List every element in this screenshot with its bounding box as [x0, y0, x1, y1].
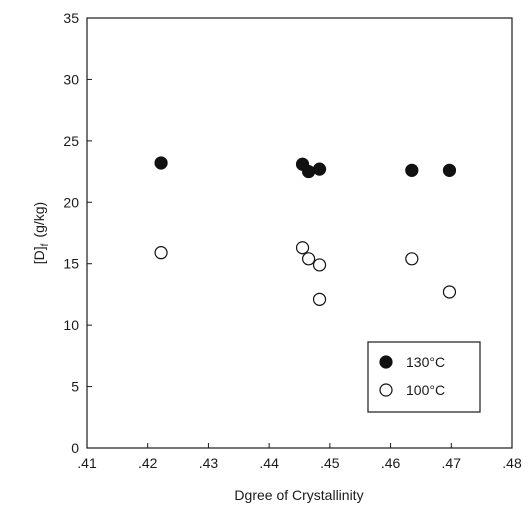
y-axis-title-subscript: f: [40, 243, 51, 246]
y-axis-title-units: (g/kg): [31, 202, 47, 238]
legend-marker-100c: [379, 383, 393, 397]
legend-label-130c: 130°C: [406, 354, 445, 370]
x-tick-label: .45: [320, 455, 340, 471]
legend-marker-130c: [379, 355, 393, 369]
legend-box: [367, 341, 481, 413]
point-130c: [154, 156, 168, 170]
y-tick-label: 20: [63, 194, 79, 210]
point-130c: [312, 162, 327, 176]
x-tick-label: .48: [502, 455, 522, 471]
x-tick-label: .46: [381, 455, 401, 471]
plot-frame: [86, 17, 513, 449]
point-100c: [312, 292, 327, 306]
legend: 130°C 100°C: [367, 341, 481, 413]
point-100c: [302, 252, 316, 266]
point-100c: [442, 285, 457, 299]
data-points: [154, 156, 457, 306]
point-100c: [154, 246, 168, 260]
y-tick-label: 35: [63, 10, 79, 26]
x-axis-title: Dgree of Crystallinity: [234, 487, 363, 503]
y-tick-label: 5: [71, 379, 79, 395]
x-tick-label: .43: [199, 455, 219, 471]
y-tick-label: 30: [63, 71, 79, 87]
point-100c: [295, 241, 310, 255]
y-axis-title-main: [D]: [31, 246, 47, 264]
point-100c: [405, 252, 419, 266]
point-130c: [442, 163, 457, 177]
legend-label-100c: 100°C: [406, 382, 445, 398]
y-tick-label: 0: [71, 440, 79, 456]
y-tick-label: 25: [63, 133, 79, 149]
x-tick-label: .44: [259, 455, 279, 471]
y-tick-label: 10: [63, 317, 79, 333]
point-130c: [405, 163, 419, 177]
point-100c: [312, 258, 327, 272]
y-tick-label: 15: [63, 256, 79, 272]
x-tick-label: .47: [442, 455, 462, 471]
x-tick-label: .41: [77, 455, 97, 471]
point-130c: [302, 164, 316, 179]
x-axis-ticks: .41 .42 .43 .44 .45 .46 .47 .48: [77, 443, 522, 471]
x-tick-label: .42: [138, 455, 158, 471]
y-axis-ticks: 0 5 10 15 20 25 30 35: [63, 10, 92, 456]
y-axis-title: [D]f (g/kg): [31, 202, 51, 264]
